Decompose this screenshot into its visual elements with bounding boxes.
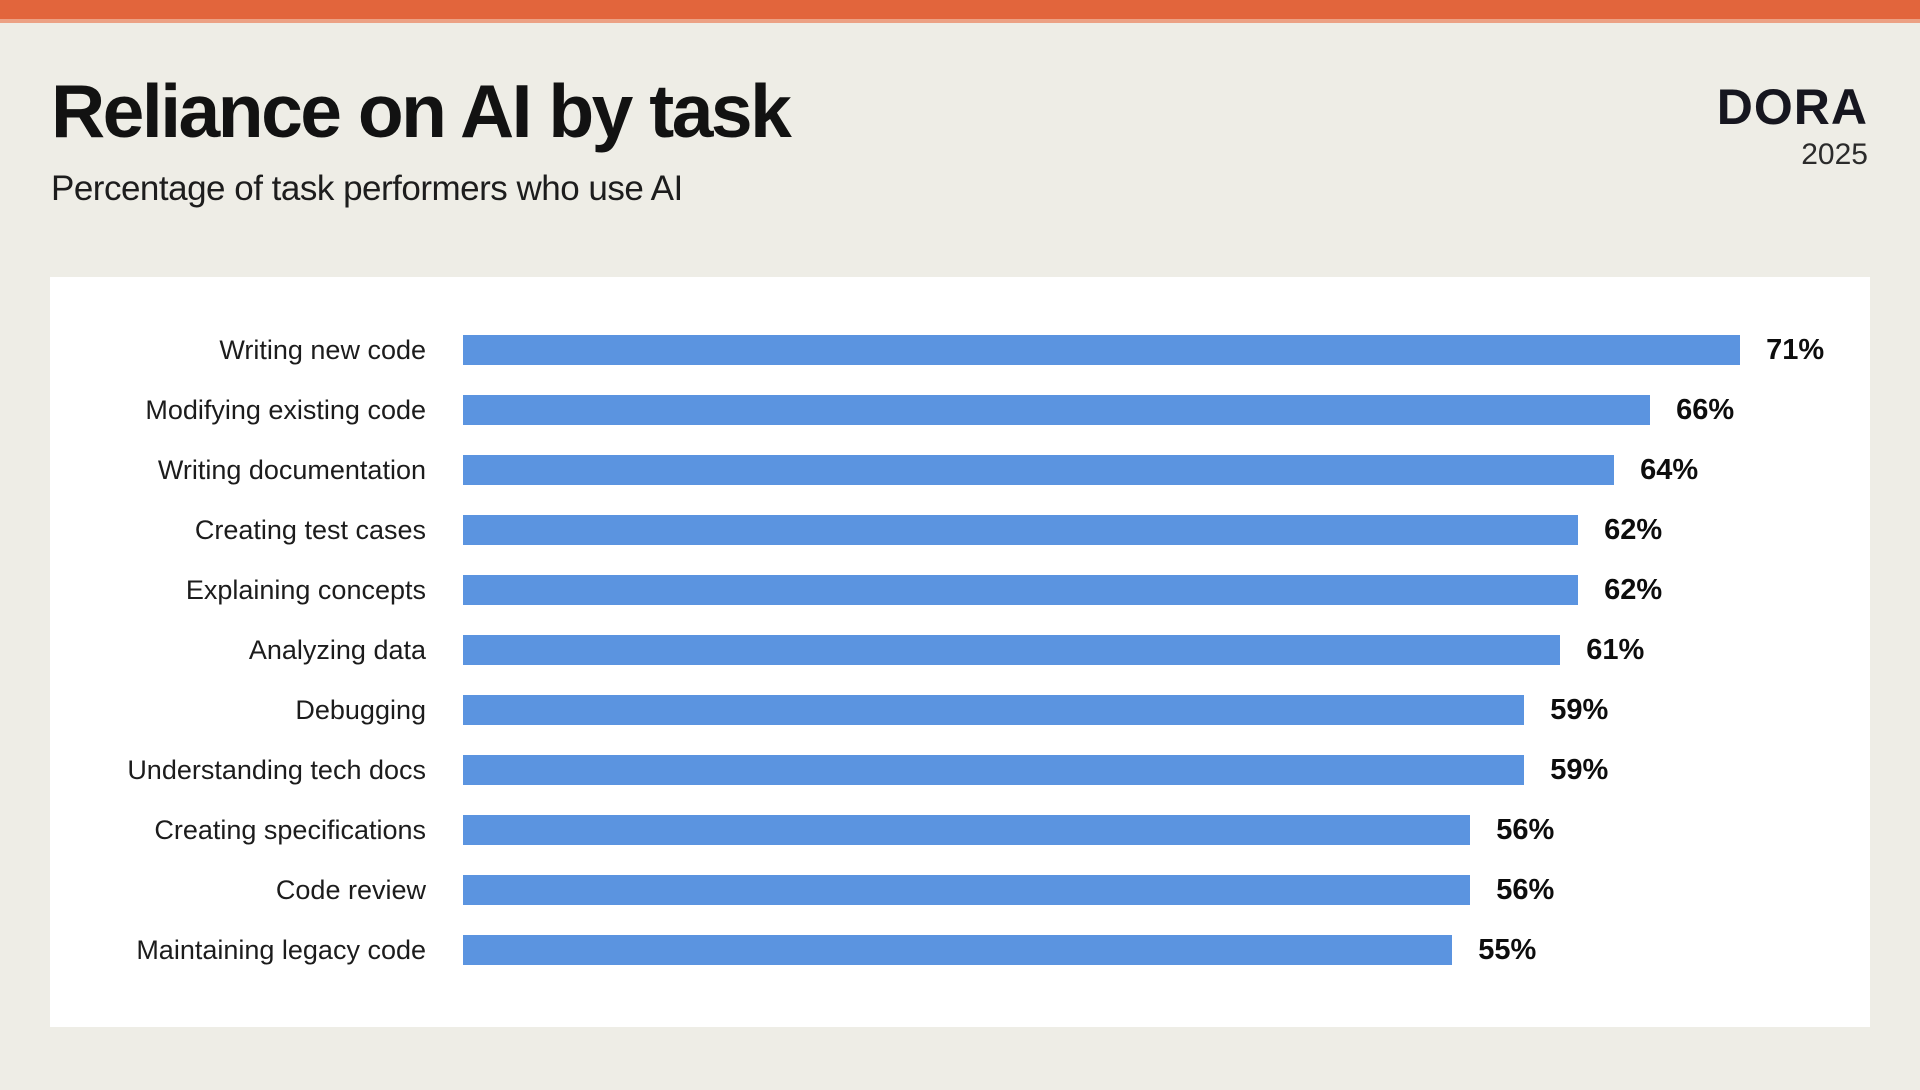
- chart-row: Writing documentation 64%: [50, 440, 1830, 500]
- bar: [463, 635, 1561, 665]
- chart-row: Code review 56%: [50, 860, 1830, 920]
- chart-row: Debugging 59%: [50, 680, 1830, 740]
- category-label: Writing documentation: [157, 454, 426, 485]
- category-label: Debugging: [295, 694, 426, 725]
- chart-card: Writing new code 71% Modifying existing co…: [50, 277, 1870, 1027]
- bar-track: 56%: [463, 873, 1830, 906]
- chart-row: Creating test cases 62%: [50, 500, 1830, 560]
- chart-row: Maintaining legacy code 55%: [50, 920, 1830, 980]
- bar: [463, 395, 1651, 425]
- page-subtitle: Percentage of task performers who use AI: [51, 168, 683, 208]
- page-title: Reliance on AI by task: [51, 69, 792, 153]
- bar-track: 56%: [463, 813, 1830, 846]
- top-accent-bar: [0, 0, 1920, 23]
- category-label: Explaining concepts: [185, 574, 426, 605]
- bar-track: 71%: [463, 333, 1830, 366]
- category-label: Creating test cases: [194, 514, 426, 545]
- category-label: Understanding tech docs: [127, 754, 426, 785]
- value-label: 59%: [1550, 693, 1609, 726]
- bar: [463, 335, 1741, 365]
- bar-track: 62%: [463, 513, 1830, 546]
- bar-track: 59%: [463, 693, 1830, 726]
- bar: [463, 875, 1471, 905]
- bar: [463, 515, 1579, 545]
- category-label: Code review: [275, 874, 426, 905]
- value-label: 59%: [1550, 753, 1609, 786]
- value-label: 55%: [1478, 933, 1537, 966]
- chart-row: Understanding tech docs 59%: [50, 740, 1830, 800]
- value-label: 64%: [1640, 453, 1699, 486]
- bar-track: 64%: [463, 453, 1830, 486]
- bar-track: 55%: [463, 933, 1830, 966]
- chart-row: Creating specifications 56%: [50, 800, 1830, 860]
- chart-row: Writing new code 71%: [50, 320, 1830, 380]
- category-label: Modifying existing code: [145, 394, 426, 425]
- category-label: Writing new code: [219, 334, 426, 365]
- dora-logo-brand: DORA: [1716, 79, 1868, 135]
- header: Reliance on AI by task Percentage of tas…: [0, 23, 1920, 277]
- bar: [463, 755, 1525, 785]
- bar-track: 62%: [463, 573, 1830, 606]
- value-label: 66%: [1676, 393, 1735, 426]
- chart-row: Analyzing data 61%: [50, 620, 1830, 680]
- chart-row: Explaining concepts 62%: [50, 560, 1830, 620]
- value-label: 62%: [1604, 513, 1663, 546]
- bar-track: 61%: [463, 633, 1830, 666]
- value-label: 62%: [1604, 573, 1663, 606]
- category-label: Analyzing data: [248, 634, 426, 665]
- value-label: 56%: [1496, 813, 1555, 846]
- value-label: 61%: [1586, 633, 1645, 666]
- category-label: Maintaining legacy code: [136, 934, 426, 965]
- chart-row: Modifying existing code 66%: [50, 380, 1830, 440]
- bar: [463, 455, 1615, 485]
- category-label: Creating specifications: [154, 814, 426, 845]
- bar-track: 59%: [463, 753, 1830, 786]
- value-label: 56%: [1496, 873, 1555, 906]
- bar-track: 66%: [463, 393, 1830, 426]
- bar: [463, 815, 1471, 845]
- bar: [463, 935, 1453, 965]
- bar: [463, 575, 1579, 605]
- value-label: 71%: [1766, 333, 1825, 366]
- chart-rows: Writing new code 71% Modifying existing co…: [50, 320, 1830, 980]
- dora-logo: DORA 2025: [1717, 82, 1868, 170]
- bar: [463, 695, 1525, 725]
- dora-logo-year: 2025: [1801, 138, 1868, 171]
